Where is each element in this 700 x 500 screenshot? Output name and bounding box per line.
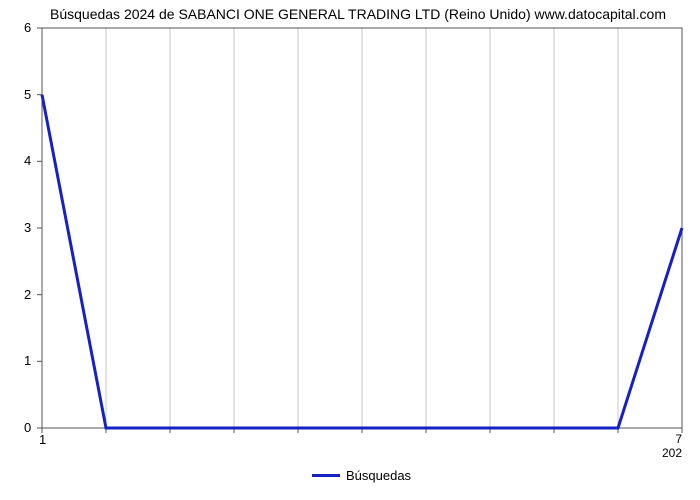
legend-label: Búsquedas — [346, 468, 411, 483]
plot-area — [42, 28, 682, 428]
x-axis-right-line2: 202 — [662, 446, 682, 460]
y-tick-label: 5 — [24, 87, 31, 102]
y-tick-label: 2 — [24, 287, 31, 302]
legend: Búsquedas — [312, 468, 411, 483]
y-tick-label: 3 — [24, 220, 31, 235]
chart-svg — [42, 28, 682, 428]
y-tick-label: 6 — [24, 20, 31, 35]
x-axis-right-labels: 7 202 — [662, 432, 682, 460]
y-tick-label: 1 — [24, 353, 31, 368]
legend-swatch — [312, 474, 340, 477]
x-tick-label-left: 1 — [39, 432, 46, 447]
y-tick-label: 4 — [24, 153, 31, 168]
x-axis-right-line1: 7 — [662, 432, 682, 446]
chart-title: Búsquedas 2024 de SABANCI ONE GENERAL TR… — [50, 6, 666, 22]
y-tick-label: 0 — [24, 420, 31, 435]
